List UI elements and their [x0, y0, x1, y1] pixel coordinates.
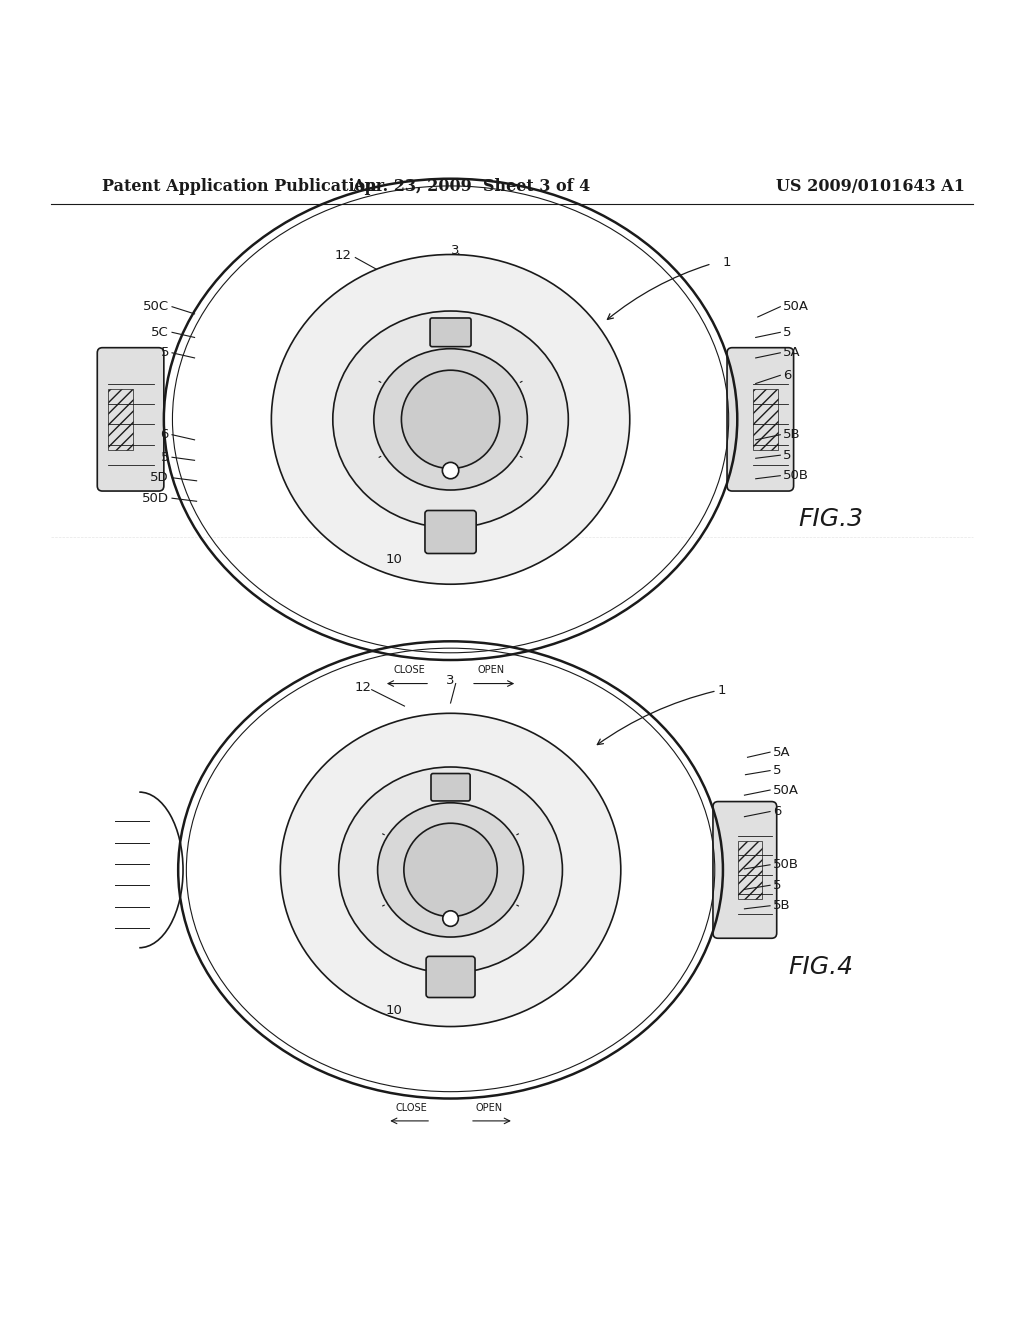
- Text: FIG.3: FIG.3: [799, 507, 863, 531]
- Text: 5C: 5C: [152, 326, 169, 339]
- Text: OPEN: OPEN: [478, 665, 505, 675]
- Circle shape: [403, 824, 498, 916]
- Text: 10: 10: [386, 1003, 402, 1016]
- Circle shape: [442, 911, 459, 927]
- Text: 10: 10: [386, 553, 402, 566]
- Text: 5: 5: [773, 879, 781, 892]
- Text: 5B: 5B: [783, 428, 801, 441]
- FancyBboxPatch shape: [430, 318, 471, 347]
- Text: 12: 12: [355, 681, 372, 694]
- Text: 3: 3: [452, 244, 460, 257]
- FancyBboxPatch shape: [97, 347, 164, 491]
- Ellipse shape: [333, 312, 568, 528]
- Text: 6: 6: [783, 368, 792, 381]
- FancyBboxPatch shape: [425, 511, 476, 553]
- Text: 50D: 50D: [142, 492, 169, 504]
- Ellipse shape: [339, 767, 562, 973]
- FancyBboxPatch shape: [426, 957, 475, 998]
- Text: 5: 5: [783, 449, 792, 462]
- Text: 5B: 5B: [773, 899, 791, 912]
- Text: 6: 6: [161, 428, 169, 441]
- FancyBboxPatch shape: [727, 347, 794, 491]
- FancyBboxPatch shape: [431, 774, 470, 801]
- Text: 6: 6: [773, 805, 781, 818]
- Ellipse shape: [281, 713, 621, 1027]
- FancyBboxPatch shape: [713, 801, 777, 939]
- Text: 5: 5: [773, 764, 781, 777]
- Text: 50B: 50B: [783, 469, 809, 482]
- Text: 5A: 5A: [783, 346, 801, 359]
- Text: 5D: 5D: [151, 471, 169, 484]
- Text: CLOSE: CLOSE: [393, 665, 426, 675]
- Text: 5: 5: [783, 326, 792, 339]
- Text: CLOSE: CLOSE: [395, 1104, 428, 1113]
- Circle shape: [442, 462, 459, 479]
- Text: 5A: 5A: [773, 746, 791, 759]
- Ellipse shape: [271, 255, 630, 585]
- Text: Patent Application Publication: Patent Application Publication: [102, 178, 377, 195]
- Text: 1: 1: [723, 256, 731, 269]
- Ellipse shape: [374, 348, 527, 490]
- Text: 50A: 50A: [773, 784, 799, 796]
- Text: FIG.4: FIG.4: [788, 956, 853, 979]
- Text: Apr. 23, 2009  Sheet 3 of 4: Apr. 23, 2009 Sheet 3 of 4: [352, 178, 590, 195]
- Text: OPEN: OPEN: [476, 1104, 503, 1113]
- Text: US 2009/0101643 A1: US 2009/0101643 A1: [776, 178, 965, 195]
- Text: 5: 5: [161, 450, 169, 463]
- Text: 1: 1: [718, 684, 726, 697]
- Text: 50C: 50C: [142, 300, 169, 313]
- Text: 5: 5: [161, 346, 169, 359]
- Text: 50A: 50A: [783, 300, 809, 313]
- Text: 3: 3: [446, 675, 455, 686]
- Text: 50B: 50B: [773, 858, 799, 871]
- Circle shape: [401, 370, 500, 469]
- Text: 12: 12: [335, 249, 351, 261]
- Ellipse shape: [378, 803, 523, 937]
